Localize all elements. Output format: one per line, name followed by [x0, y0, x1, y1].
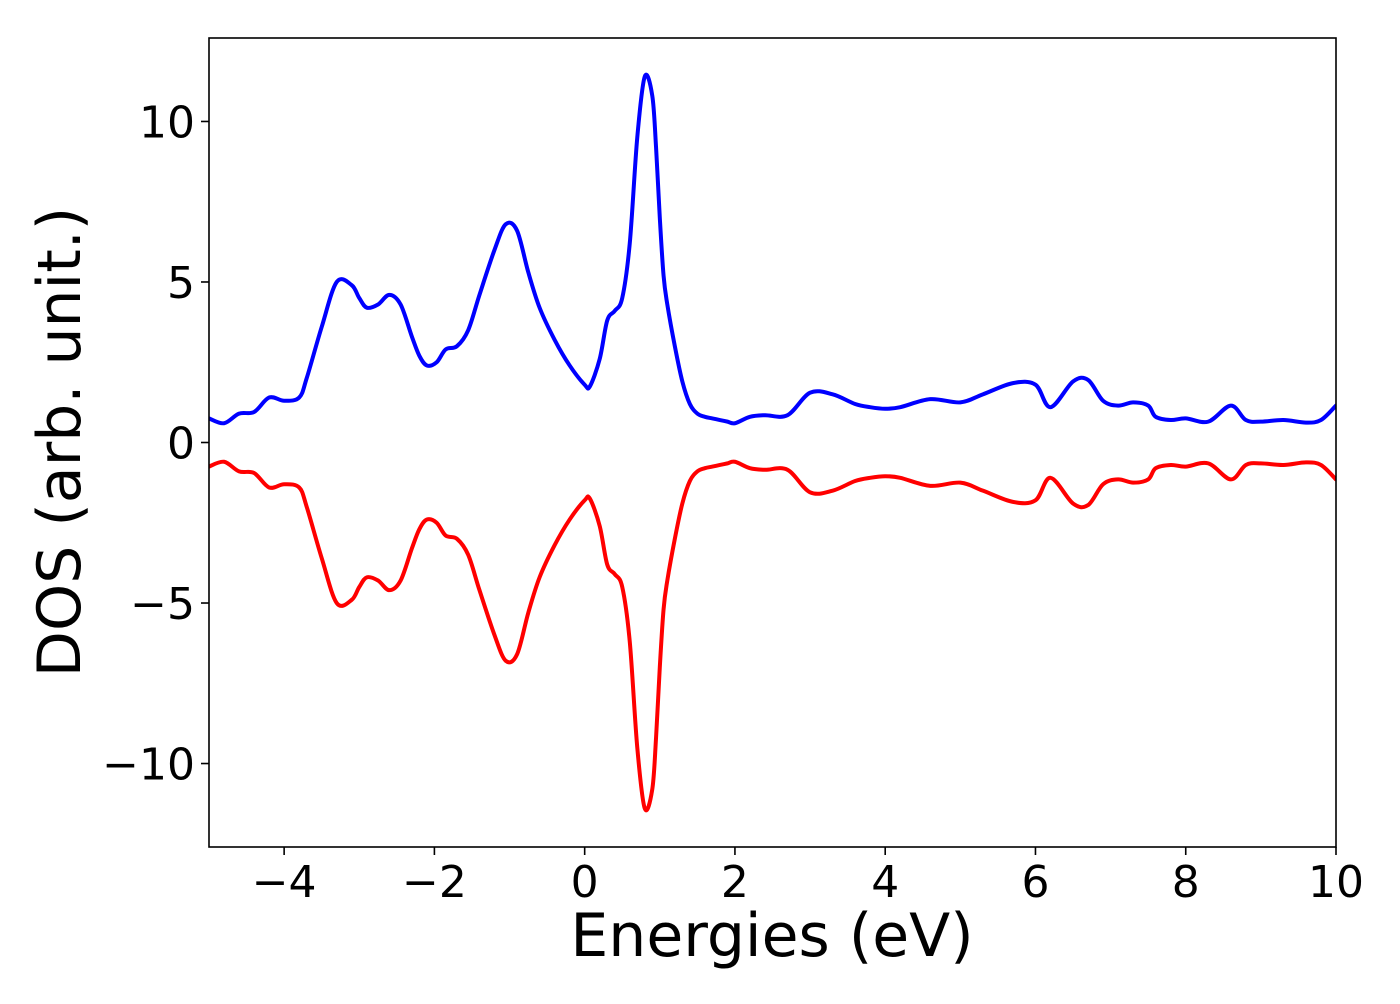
y-tick-label: −10: [102, 740, 195, 791]
x-axis: −4 −2 0 2 4 6 8 10: [252, 847, 1364, 908]
y-tick-label: −5: [130, 579, 195, 630]
y-axis-title: DOS (arb. unit.): [25, 207, 95, 677]
y-axis: −10 −5 0 5 10: [102, 97, 209, 791]
x-tick-label: 0: [571, 857, 599, 908]
plot-frame: [208, 37, 1337, 848]
series-line-blue: [209, 72, 1336, 426]
x-tick-label: −2: [402, 857, 467, 908]
series-line-red: [209, 459, 1336, 813]
x-axis-title: Energies (eV): [570, 901, 973, 971]
x-tick-label: 8: [1172, 857, 1200, 908]
x-tick-label: 4: [871, 857, 899, 908]
x-tick-label: 6: [1021, 857, 1049, 908]
x-tick-label: 10: [1308, 857, 1364, 908]
y-tick-label: 0: [167, 419, 195, 470]
plot-area: [209, 72, 1336, 813]
y-tick-label: 5: [167, 258, 195, 309]
x-tick-label: −4: [252, 857, 317, 908]
x-tick-label: 2: [721, 857, 749, 908]
y-tick-label: 10: [139, 97, 195, 148]
